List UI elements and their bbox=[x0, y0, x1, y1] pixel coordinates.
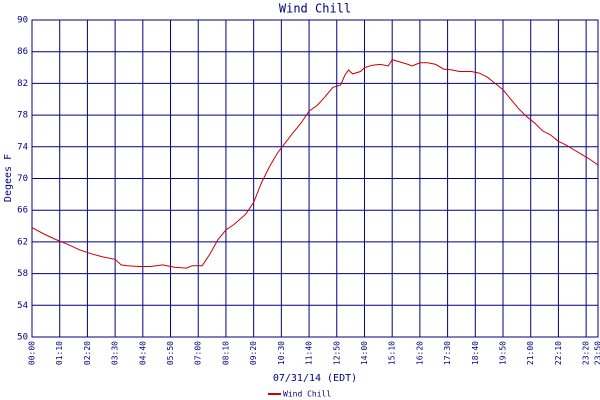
y-tick-label: 78 bbox=[17, 111, 28, 121]
x-tick-label: 17:30 bbox=[443, 341, 452, 365]
legend-label: Wind Chill bbox=[283, 390, 331, 399]
y-tick-label: 54 bbox=[17, 301, 28, 311]
x-tick-label: 00:00 bbox=[28, 341, 37, 365]
x-tick-label: 12:50 bbox=[332, 341, 341, 365]
y-tick-label: 82 bbox=[17, 79, 28, 89]
chart-title: Wind Chill bbox=[279, 2, 351, 16]
x-tick-label: 15:10 bbox=[388, 341, 397, 365]
x-tick-label: 03:30 bbox=[111, 341, 120, 365]
x-tick-label: 05:50 bbox=[166, 341, 175, 365]
y-tick-label: 74 bbox=[17, 142, 28, 152]
y-tick-label: 62 bbox=[17, 237, 28, 247]
line bbox=[31, 59, 599, 269]
x-tick-label: 16:20 bbox=[415, 341, 424, 365]
x-axis-label: 07/31/14 (EDT) bbox=[273, 373, 357, 384]
y-tick-label: 66 bbox=[17, 206, 28, 216]
x-tick-label: 18:40 bbox=[471, 341, 480, 365]
x-tick-label: 23:20 bbox=[582, 341, 591, 365]
x-tick-label: 14:00 bbox=[360, 341, 369, 365]
x-tick-label: 11:40 bbox=[305, 341, 314, 365]
x-tick-label: 10:30 bbox=[277, 341, 286, 365]
y-tick-label: 58 bbox=[17, 269, 28, 279]
x-tick-label: 04:40 bbox=[138, 341, 147, 365]
x-tick-label: 01:10 bbox=[55, 341, 64, 365]
y-tick-label: 86 bbox=[17, 47, 28, 57]
x-tick-label: 21:00 bbox=[526, 341, 535, 365]
x-tick-label: 08:10 bbox=[221, 341, 230, 365]
y-tick-label: 50 bbox=[17, 333, 28, 343]
x-tick-label: 09:20 bbox=[249, 341, 258, 365]
x-tick-label: 22:10 bbox=[554, 341, 563, 365]
x-tick-label: 02:20 bbox=[83, 341, 92, 365]
x-tick-label: 19:50 bbox=[499, 341, 508, 365]
y-tick-label: 90 bbox=[17, 16, 28, 26]
y-tick-label: 70 bbox=[17, 174, 28, 184]
x-tick-label: 07:00 bbox=[194, 341, 203, 365]
y-axis-label: Degees F bbox=[3, 154, 14, 202]
x-tick-label: 23:50 bbox=[594, 341, 600, 365]
